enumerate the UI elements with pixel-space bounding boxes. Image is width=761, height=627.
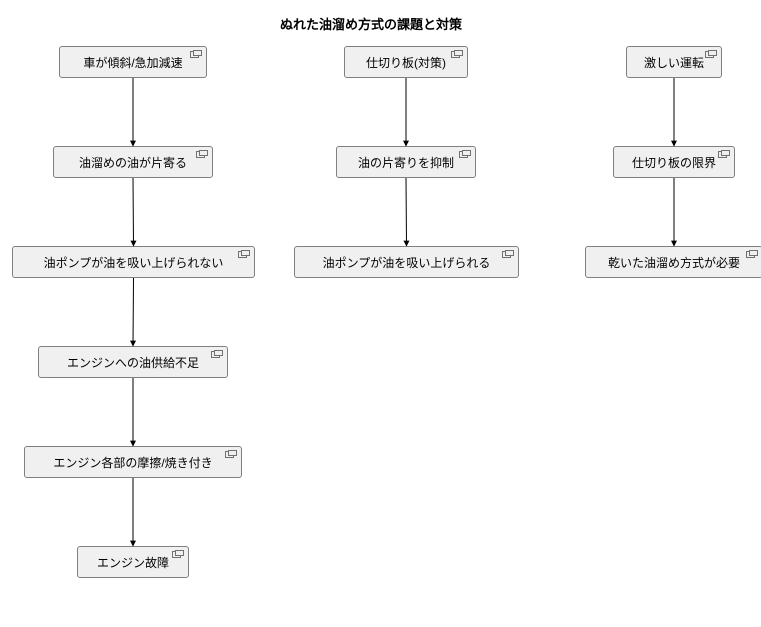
card-icon xyxy=(502,250,514,258)
flowchart-node: 仕切り板(対策) xyxy=(344,46,468,78)
flowchart-node: 激しい運転 xyxy=(626,46,722,78)
node-label: 仕切り板の限界 xyxy=(632,154,716,171)
card-icon xyxy=(172,550,184,558)
node-label: 油溜めの油が片寄る xyxy=(79,154,187,171)
node-label: エンジン各部の摩擦/焼き付き xyxy=(53,454,212,471)
card-icon xyxy=(718,150,730,158)
flowchart-node: 油の片寄りを抑制 xyxy=(336,146,476,178)
card-icon xyxy=(459,150,471,158)
node-label: エンジンへの油供給不足 xyxy=(67,354,199,371)
card-icon xyxy=(196,150,208,158)
node-label: 仕切り板(対策) xyxy=(366,54,446,71)
flowchart-node: 油溜めの油が片寄る xyxy=(53,146,213,178)
flowchart-node: 乾いた油溜め方式が必要 xyxy=(585,246,761,278)
card-icon xyxy=(746,250,758,258)
flowchart-node: 油ポンプが油を吸い上げられる xyxy=(294,246,519,278)
flowchart-edge xyxy=(133,178,134,246)
flowchart-node: 仕切り板の限界 xyxy=(613,146,735,178)
card-icon xyxy=(225,450,237,458)
card-icon xyxy=(705,50,717,58)
node-label: 油ポンプが油を吸い上げられない xyxy=(44,254,224,271)
card-icon xyxy=(238,250,250,258)
node-label: 車が傾斜/急加減速 xyxy=(83,54,182,71)
card-icon xyxy=(190,50,202,58)
node-label: 乾いた油溜め方式が必要 xyxy=(608,254,740,271)
edges-layer xyxy=(0,0,761,627)
diagram-title: ぬれた油溜め方式の課題と対策 xyxy=(280,14,462,33)
flowchart-node: 車が傾斜/急加減速 xyxy=(59,46,207,78)
flowchart-edge xyxy=(406,178,407,246)
flowchart-node: 油ポンプが油を吸い上げられない xyxy=(12,246,255,278)
flowchart-node: エンジンへの油供給不足 xyxy=(38,346,228,378)
flowchart-edge xyxy=(133,278,134,346)
card-icon xyxy=(211,350,223,358)
node-label: 油ポンプが油を吸い上げられる xyxy=(323,254,491,271)
flowchart-node: エンジン故障 xyxy=(77,546,189,578)
node-label: エンジン故障 xyxy=(97,554,169,571)
flowchart-node: エンジン各部の摩擦/焼き付き xyxy=(24,446,242,478)
card-icon xyxy=(451,50,463,58)
node-label: 激しい運転 xyxy=(644,54,704,71)
node-label: 油の片寄りを抑制 xyxy=(358,154,454,171)
